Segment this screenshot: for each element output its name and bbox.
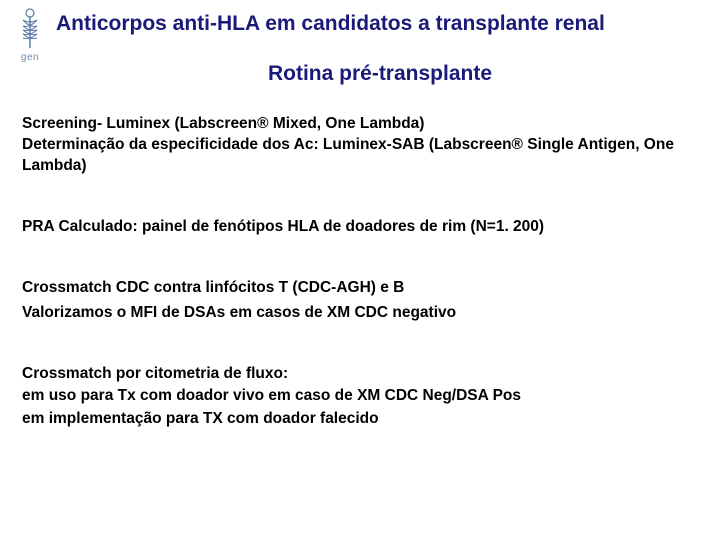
flow-cytometry-line-3: em implementação para TX com doador fale… <box>0 407 720 430</box>
brand-logo: gen <box>10 8 50 68</box>
crossmatch-cdc-line-2: Valorizamos o MFI de DSAs em casos de XM… <box>0 299 720 324</box>
pra-block: PRA Calculado: painel de fenótipos HLA d… <box>0 177 720 238</box>
flow-cytometry-line-2: em uso para Tx com doador vivo em caso d… <box>0 384 720 407</box>
crossmatch-cdc-line-1: Crossmatch CDC contra linfócitos T (CDC-… <box>0 238 720 299</box>
caduceus-icon <box>19 8 41 50</box>
page-subtitle: Rotina pré-transplante <box>0 36 720 86</box>
screening-line-2: Determinação da especificidade dos Ac: L… <box>22 135 698 177</box>
flow-cytometry-line-1: Crossmatch por citometria de fluxo: <box>0 324 720 385</box>
screening-line-1: Screening- Luminex (Labscreen® Mixed, On… <box>22 114 698 135</box>
screening-block: Screening- Luminex (Labscreen® Mixed, On… <box>0 86 720 177</box>
logo-text: gen <box>10 52 50 63</box>
page-title: Anticorpos anti-HLA em candidatos a tran… <box>0 0 720 36</box>
